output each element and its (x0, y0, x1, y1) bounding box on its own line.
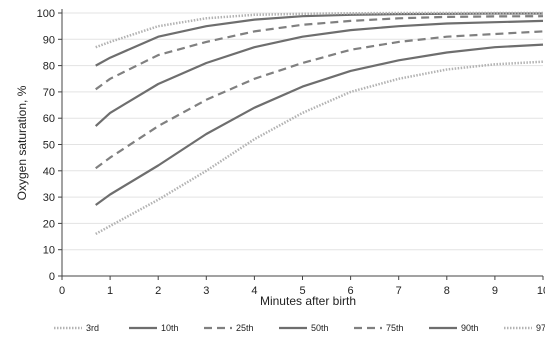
x-tick-label-4: 4 (251, 285, 257, 297)
y-tick-labels: 0 10 20 30 40 50 60 70 80 90 100 (37, 8, 62, 283)
x-tick-label-7: 7 (396, 285, 402, 297)
legend: 3rd 10th 25th 50th 75th 90th 97th (54, 323, 545, 333)
series-line-90th (95, 12, 543, 67)
series-line-75th (95, 15, 544, 91)
y-tick-label-80: 80 (43, 61, 55, 73)
y-tick-label-20: 20 (43, 218, 55, 230)
legend-label-97th: 97th (536, 323, 545, 333)
y-tick-label-100: 100 (37, 8, 55, 20)
x-tick-label-6: 6 (348, 285, 354, 297)
y-tick-label-10: 10 (43, 245, 55, 257)
x-tick-label-8: 8 (444, 285, 450, 297)
x-tick-label-10: 10 (537, 285, 545, 297)
legend-label-75th: 75th (386, 323, 404, 333)
y-tick-label-40: 40 (43, 166, 55, 178)
legend-label-10th: 10th (161, 323, 179, 333)
x-tick-label-9: 9 (492, 285, 498, 297)
legend-label-50th: 50th (311, 323, 329, 333)
y-tick-label-90: 90 (43, 34, 55, 46)
x-tick-label-3: 3 (203, 285, 209, 297)
x-tick-label-1: 1 (107, 285, 113, 297)
series-line-25th (95, 30, 544, 170)
x-tick-label-2: 2 (155, 285, 161, 297)
series-line-10th (95, 43, 544, 206)
y-tick-label-30: 30 (43, 192, 55, 204)
y-tick-label-70: 70 (43, 87, 55, 99)
x-tick-label-0: 0 (59, 285, 65, 297)
x-tick-label-5: 5 (299, 285, 305, 297)
legend-label-25th: 25th (236, 323, 254, 333)
series-line-50th (94, 19, 544, 127)
series-lines (94, 11, 544, 235)
y-tick-label-0: 0 (49, 271, 55, 283)
y-axis-label: Oxygen saturation, % (15, 85, 29, 200)
x-tick-labels: 0 1 2 3 4 5 6 7 8 9 10 (59, 276, 545, 297)
x-axis-label: Minutes after birth (260, 294, 356, 308)
y-tick-label-60: 60 (43, 113, 55, 125)
legend-label-3rd: 3rd (86, 323, 99, 333)
series-line-97th (95, 11, 543, 49)
legend-label-90th: 90th (461, 323, 479, 333)
y-tick-label-50: 50 (43, 140, 55, 152)
